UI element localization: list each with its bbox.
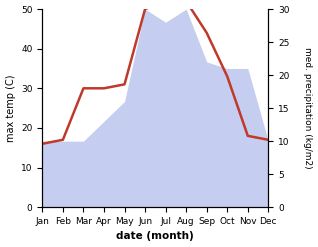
X-axis label: date (month): date (month) (116, 231, 194, 242)
Y-axis label: max temp (C): max temp (C) (5, 74, 16, 142)
Y-axis label: med. precipitation (kg/m2): med. precipitation (kg/m2) (303, 47, 313, 169)
